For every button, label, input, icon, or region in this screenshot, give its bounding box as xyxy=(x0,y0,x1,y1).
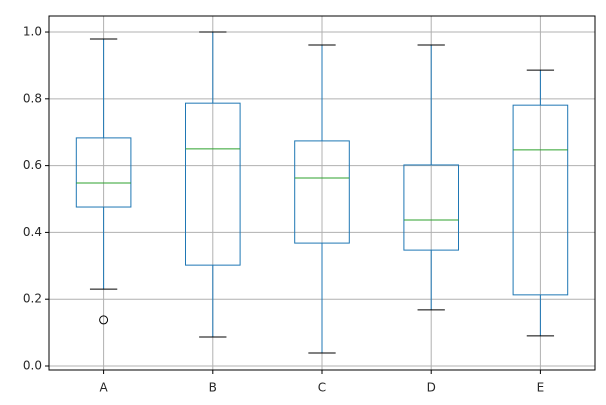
y-tick-label: 0.8 xyxy=(23,91,42,105)
y-tick-label: 1.0 xyxy=(23,25,42,39)
y-tick-label: 0.4 xyxy=(23,225,42,239)
x-tick-label: E xyxy=(537,381,545,395)
x-tick-label: C xyxy=(318,381,326,395)
flier xyxy=(99,315,109,325)
y-tick-label: 0.0 xyxy=(23,358,42,372)
box xyxy=(294,140,350,244)
y-tick-label: 0.2 xyxy=(23,292,42,306)
box xyxy=(403,164,459,251)
x-tick-label: A xyxy=(99,381,108,395)
box xyxy=(75,137,132,208)
box xyxy=(185,102,241,266)
box xyxy=(512,104,569,296)
y-tick-label: 0.6 xyxy=(23,158,42,172)
x-tick-label: D xyxy=(427,381,436,395)
x-tick-label: B xyxy=(209,381,217,395)
plot-frame xyxy=(48,15,596,371)
